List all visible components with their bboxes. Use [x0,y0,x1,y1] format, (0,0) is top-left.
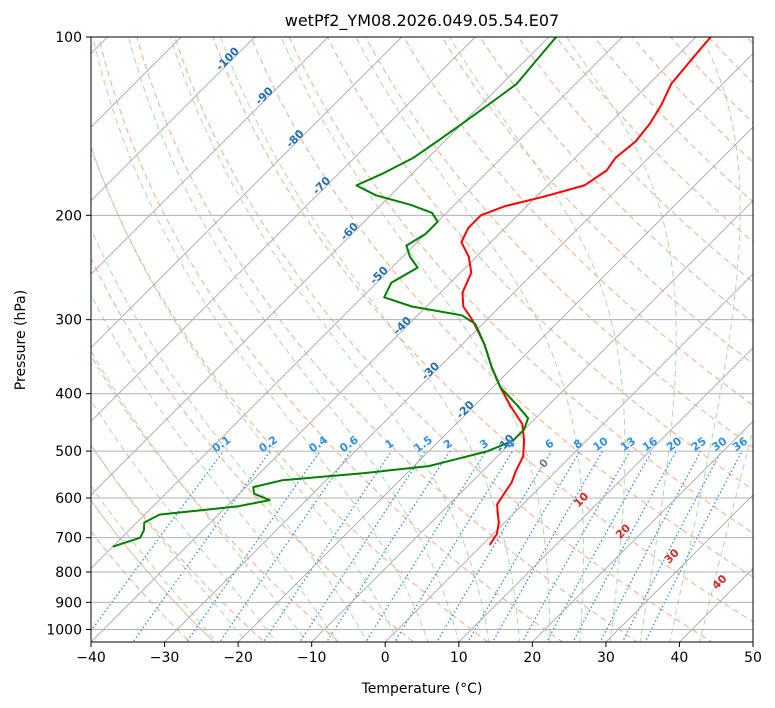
mixing-ratio-line [132,450,271,642]
x-axis-ticks: −40 −30 −20 −10 0 10 20 30 40 50 [76,642,762,666]
isotherm-line [163,52,753,642]
isotherm-line [91,37,329,275]
isotherm-line [91,37,256,202]
dry-adiabat-line [91,146,489,642]
isotherm-line [91,37,182,128]
moist-adiabat-line [219,37,521,642]
isotherm-line [91,37,403,349]
dewpoint-profile-line [112,37,557,548]
mixing-ratio-line [262,450,393,642]
moist-adiabat-line [566,37,677,642]
y-tick-label: 700 [55,531,82,547]
moist-adiabat-line [449,37,626,642]
x-tick-label: −10 [297,650,327,666]
moist-adiabat-line [128,37,460,642]
x-axis-title: Temperature (°C) [361,681,483,697]
moist-adiabat-line [669,37,741,642]
dry-adiabat-line [91,444,266,642]
plot-area: -100-90-80-70-60-50-40-30-20-10 0.1 0.2 0.… [91,37,753,642]
x-tick-label: 0 [381,650,390,666]
temperature-profile-line [460,37,712,546]
y-tick-label: 200 [55,208,82,224]
dry-adiabat-line [91,257,415,642]
y-tick-label: 100 [55,30,82,46]
moist-adiabat-line [91,144,399,642]
x-tick-label: 30 [597,650,615,666]
mixing-ratio-line [185,450,321,642]
y-tick-label: 1000 [46,622,82,638]
y-axis-ticks: 100 200 300 400 500 600 700 800 900 1000 [46,30,91,638]
moist-adiabats [91,37,753,642]
moist-adiabat-line [280,37,551,642]
dry-adiabat-line [98,37,564,642]
dry-adiabat-line [288,37,753,534]
dry-adiabat-line [669,37,753,124]
x-tick-label: −20 [223,650,253,666]
y-tick-label: 600 [55,491,82,507]
mixing-ratio-lines [91,450,743,642]
dry-adiabat-line [174,37,713,642]
mixing-ratio-line [325,450,451,642]
y-tick-label: 300 [55,313,82,329]
y-tick-label: 400 [55,387,82,403]
theta-e-curves [91,499,215,642]
isotherm-line [237,126,753,642]
data-series [112,37,712,548]
dry-adiabat-line [250,37,753,578]
dry-adiabat-line [326,37,753,491]
dry-adiabat-line [402,37,753,406]
mixing-ratio-line [299,450,426,642]
mixing-ratio-line [545,450,653,642]
dry-adiabat-line [631,37,753,163]
moist-adiabat-line [699,427,753,642]
x-tick-label: 20 [523,650,541,666]
y-tick-label: 500 [55,444,82,460]
isotherm-line [531,420,753,642]
isotherm-line [91,37,477,423]
chart-title: wetPf2_YM08.2026.049.05.54.E07 [285,11,559,31]
y-axis-title: Pressure (hPa) [13,290,29,390]
moist-adiabat-line [169,37,490,642]
dry-adiabat-line [136,37,639,642]
x-tick-label: 10 [450,650,468,666]
isotherm-line [310,199,753,642]
dry-adiabats [91,37,753,642]
isotherm-line [458,347,753,642]
y-tick-label: 800 [55,565,82,581]
moist-adiabat-line [91,293,338,642]
mixing-ratio-line [644,450,743,642]
dry-adiabat-line [593,37,753,203]
isotherm-line [384,273,753,642]
isotherm-line [91,37,550,496]
x-tick-label: −30 [150,650,180,666]
theta-e-line [91,499,215,642]
mixing-ratio-line [467,450,581,642]
moist-adiabat-line [91,399,277,642]
moist-adiabat-line [355,37,584,642]
x-tick-label: −40 [76,650,106,666]
mixing-ratio-line [436,450,553,642]
plot-frame [90,36,754,643]
dry-adiabat-line [555,37,753,243]
x-tick-label: 40 [671,650,689,666]
mixing-ratio-line [491,450,604,642]
moist-adiabat-line [91,227,368,642]
pressure-gridlines [91,37,753,630]
dry-adiabat-line [441,37,753,365]
mixing-ratio-line [218,450,352,642]
y-tick-label: 900 [55,595,82,611]
skewed-isotherms [91,37,753,642]
isotherm-line [91,37,697,642]
moist-adiabat-line [91,485,218,642]
moist-adiabat-line [91,443,247,642]
x-tick-label: 50 [744,650,762,666]
isotherm-line [605,494,753,642]
moist-adiabat-line [92,37,429,642]
